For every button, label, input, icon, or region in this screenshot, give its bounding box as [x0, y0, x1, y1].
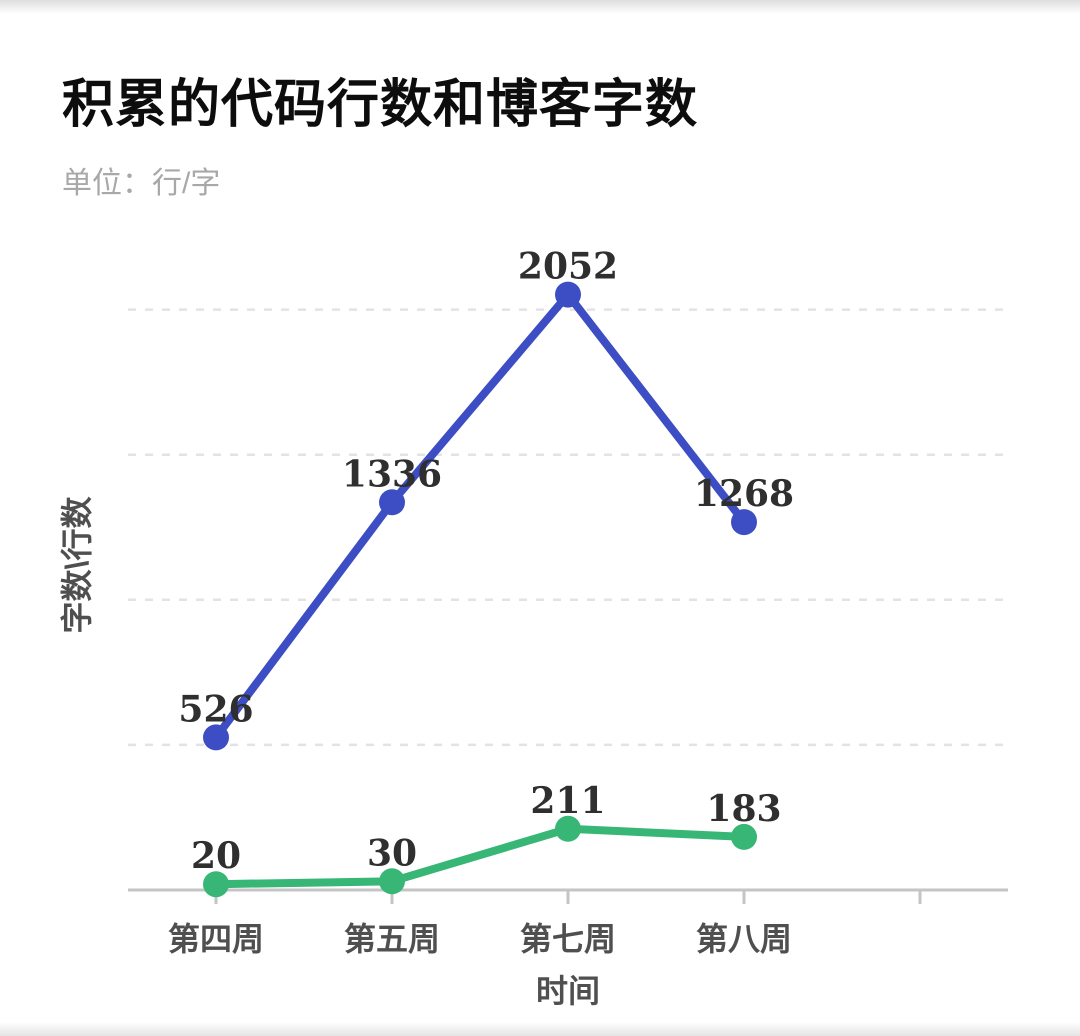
data-point-blue-line[interactable]: [555, 281, 581, 308]
data-point-blue-line[interactable]: [203, 724, 229, 751]
x-tick-label: 第四周: [168, 921, 264, 957]
chart-title: 积累的代码行数和博客字数: [62, 76, 699, 134]
y-axis-title: 字数\行数: [59, 496, 95, 634]
data-point-blue-line[interactable]: [379, 489, 405, 516]
data-point-label: 1268: [694, 473, 794, 515]
x-axis-title: 时间: [536, 973, 600, 1009]
chart-unit-subtitle: 单位：行/字: [62, 167, 221, 200]
series-line-blue-line: [212, 290, 748, 742]
data-point-green-line[interactable]: [203, 871, 229, 898]
x-tick-label: 第八周: [696, 921, 792, 957]
x-tick-label: 第五周: [344, 921, 440, 957]
data-point-green-line[interactable]: [555, 815, 581, 842]
data-point-label: 20: [191, 835, 241, 877]
data-point-green-line[interactable]: [731, 823, 757, 850]
data-point-green-line[interactable]: [379, 868, 405, 895]
x-tick-label: 第七周: [520, 921, 616, 957]
series-line-green-line: [212, 824, 748, 889]
data-point-blue-line[interactable]: [731, 509, 757, 536]
data-point-label: 1336: [342, 453, 442, 495]
data-point-label: 30: [367, 832, 417, 874]
data-point-label: 183: [706, 788, 781, 830]
data-point-label: 526: [178, 688, 253, 730]
data-point-label: 2052: [518, 246, 618, 288]
data-point-label: 211: [530, 780, 605, 822]
